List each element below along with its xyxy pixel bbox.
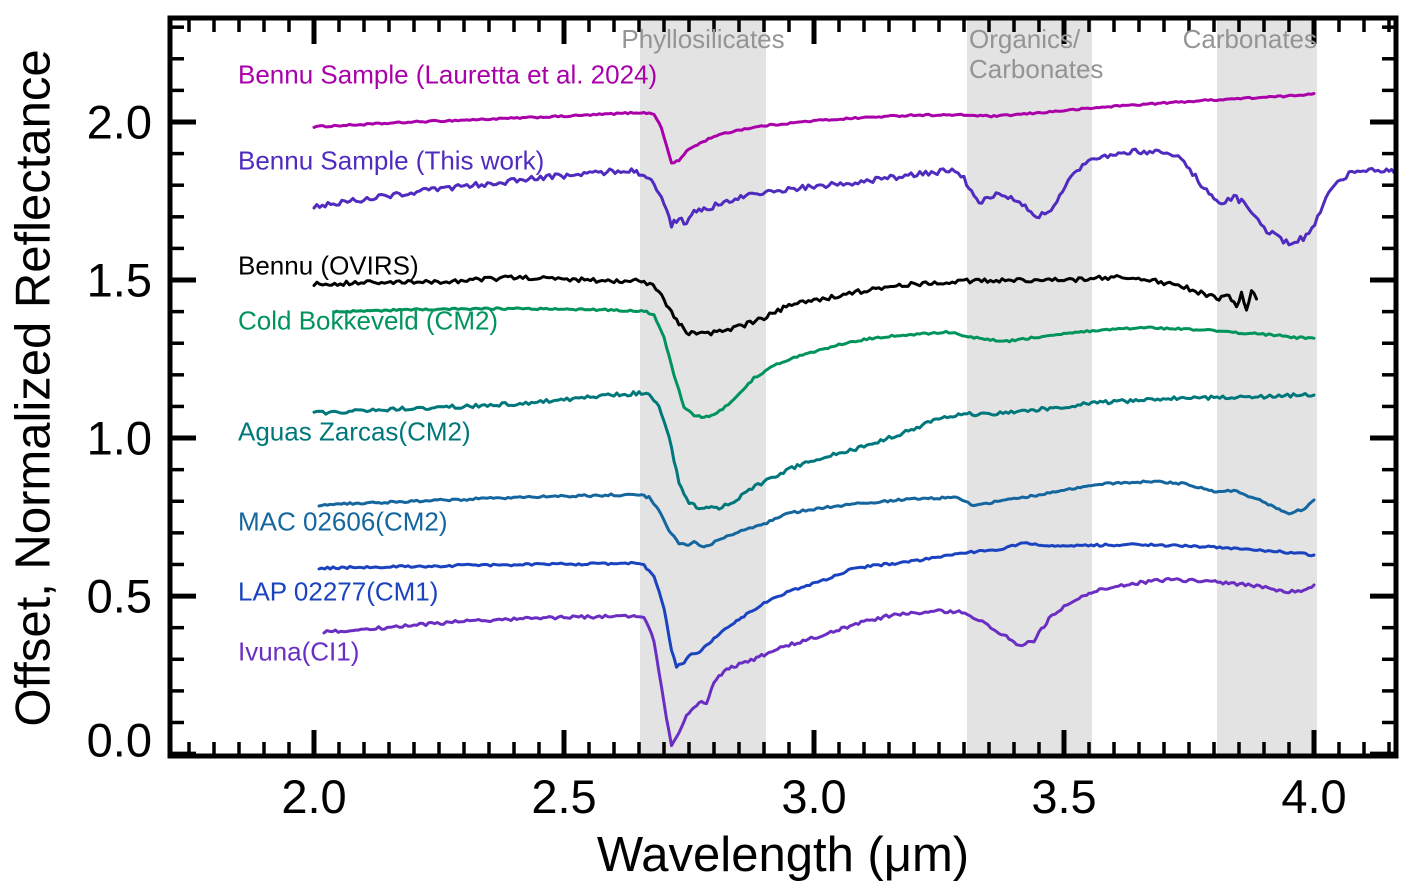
y-axis-title: Offset, Normalized Reflectance: [6, 49, 61, 727]
series-label: LAP 02277(CM1): [238, 576, 439, 607]
spectrum-curve-1: [312, 92, 1316, 165]
x-tick-label: 3.0: [781, 770, 847, 823]
band-label: Carbonates: [1182, 24, 1317, 54]
series-label: Cold Bokkeveld (CM2): [238, 305, 499, 336]
series-label: MAC 02606(CM2): [238, 506, 448, 537]
spectrum-curve-6: [317, 479, 1316, 549]
band-label: Phyllosilicates: [621, 24, 785, 54]
band-label: Carbonates: [969, 54, 1104, 84]
x-tick-label: 4.0: [1281, 770, 1347, 823]
band-region-3: [1217, 18, 1317, 756]
spectrum-curve-2: [312, 147, 1396, 247]
spectrum-curve-4: [332, 306, 1316, 419]
series-label: Aguas Zarcas(CM2): [238, 416, 471, 447]
x-axis-title: Wavelength (μm): [596, 828, 970, 882]
x-tick-label: 2.5: [531, 770, 597, 823]
series-label: Bennu (OVIRS): [238, 250, 419, 281]
band-region-2: [967, 18, 1092, 756]
spectrum-curve-3: [312, 274, 1258, 337]
series-label: Bennu Sample (Lauretta et al. 2024): [238, 59, 658, 90]
plot-frame: [167, 15, 1399, 759]
spectrum-curve-8: [322, 576, 1316, 748]
spectrum-curve-7: [317, 541, 1316, 669]
band-label: Organics/: [969, 24, 1081, 54]
y-tick-label: 1.0: [86, 411, 152, 465]
y-tick-label: 1.5: [86, 253, 152, 307]
series-label: Bennu Sample (This work): [238, 144, 545, 175]
y-tick-label: 0.0: [86, 713, 152, 767]
y-tick-label: 2.0: [86, 95, 152, 149]
y-tick-label: 0.5: [86, 569, 152, 623]
series-label: Ivuna(CI1): [238, 636, 360, 667]
x-tick-label: 3.5: [1031, 770, 1097, 823]
x-tick-label: 2.0: [281, 770, 347, 823]
spectrum-curve-5: [312, 390, 1316, 511]
